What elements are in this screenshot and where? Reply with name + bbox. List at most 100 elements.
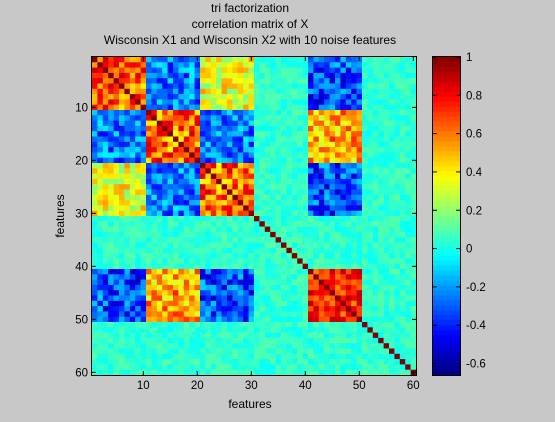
- heatmap-cell: [318, 72, 325, 79]
- heatmap-cell: [221, 253, 228, 259]
- heatmap-cell: [92, 348, 98, 355]
- heatmap-cell: [113, 184, 120, 190]
- heatmap-cell: [129, 269, 136, 275]
- heatmap-cell: [275, 231, 282, 238]
- heatmap-cell: [313, 295, 320, 302]
- heatmap-cell: [281, 141, 287, 148]
- heatmap-cell: [399, 348, 406, 355]
- heatmap-cell: [119, 242, 125, 249]
- heatmap-cell: [97, 104, 104, 111]
- heatmap-cell: [102, 242, 109, 249]
- heatmap-cell: [286, 311, 293, 317]
- heatmap-cell: [189, 157, 195, 164]
- heatmap-cell: [200, 83, 206, 90]
- heatmap-cell: [372, 274, 379, 280]
- heatmap-cell: [308, 295, 314, 302]
- heatmap-cell: [167, 205, 174, 211]
- heatmap-cell: [259, 83, 266, 90]
- heatmap-cell: [216, 237, 222, 243]
- heatmap-cell: [335, 290, 341, 296]
- heatmap-cell: [146, 269, 152, 275]
- heatmap-cell: [227, 369, 233, 376]
- heatmap-cell: [302, 168, 309, 174]
- heatmap-cell: [313, 67, 320, 74]
- colorbar-band: [433, 191, 460, 197]
- heatmap-cell: [286, 332, 293, 339]
- heatmap-cell: [254, 163, 260, 169]
- heatmap-cell: [102, 337, 109, 344]
- heatmap-cell: [124, 327, 131, 333]
- heatmap-cell: [227, 173, 233, 180]
- heatmap-cell: [102, 152, 109, 158]
- heatmap-cell: [318, 110, 325, 116]
- heatmap-cell: [102, 311, 109, 317]
- colorbar-band: [433, 136, 460, 142]
- heatmap-cell: [345, 306, 352, 312]
- heatmap-cell: [108, 200, 114, 206]
- heatmap-cell: [351, 173, 357, 180]
- heatmap-cell: [264, 359, 271, 365]
- heatmap-cell: [329, 168, 336, 174]
- heatmap-cell: [281, 348, 287, 355]
- heatmap-cell: [135, 247, 141, 254]
- heatmap-cell: [129, 141, 136, 148]
- heatmap-cell: [167, 221, 174, 227]
- heatmap-cell: [237, 173, 244, 180]
- heatmap-cell: [135, 57, 141, 63]
- heatmap-cell: [389, 168, 395, 174]
- heatmap-cell: [156, 322, 163, 328]
- heatmap-cell: [140, 221, 147, 227]
- heatmap-cell: [286, 343, 293, 349]
- heatmap-cell: [205, 104, 212, 111]
- heatmap-cell: [151, 284, 158, 291]
- heatmap-cell: [232, 364, 239, 370]
- heatmap-cell: [340, 258, 347, 264]
- heatmap-cell: [367, 284, 374, 291]
- heatmap-cell: [291, 110, 298, 116]
- heatmap-cell: [232, 110, 239, 116]
- heatmap-cell: [356, 125, 363, 132]
- heatmap-cell: [308, 353, 314, 360]
- heatmap-cell: [302, 120, 309, 127]
- heatmap-cell: [167, 226, 174, 233]
- heatmap-cell: [297, 152, 303, 158]
- heatmap-cell: [113, 57, 120, 63]
- heatmap-cell: [248, 332, 255, 339]
- heatmap-cell: [405, 332, 411, 339]
- heatmap-cell: [394, 353, 401, 360]
- heatmap-cell: [275, 216, 282, 222]
- heatmap-cell: [329, 152, 336, 158]
- heatmap-cell: [97, 295, 104, 302]
- heatmap-cell: [167, 88, 174, 95]
- heatmap-cell: [200, 104, 206, 111]
- heatmap-cell: [329, 163, 336, 169]
- heatmap-cell: [119, 200, 125, 206]
- heatmap-cell: [194, 258, 201, 264]
- heatmap-cell: [227, 247, 233, 254]
- heatmap-cell: [210, 104, 217, 111]
- heatmap-cell: [308, 200, 314, 206]
- heatmap-cell: [167, 300, 174, 307]
- heatmap-cell: [162, 300, 168, 307]
- heatmap-cell: [308, 226, 314, 233]
- heatmap-cell: [156, 194, 163, 201]
- heatmap-cell: [97, 237, 104, 243]
- heatmap-cell: [324, 141, 330, 148]
- heatmap-cell: [372, 110, 379, 116]
- heatmap-cell: [124, 157, 131, 164]
- heatmap-cell: [394, 67, 401, 74]
- heatmap-cell: [378, 115, 384, 121]
- heatmap-cell: [410, 348, 417, 355]
- heatmap-cell: [399, 300, 406, 307]
- heatmap-cell: [108, 152, 114, 158]
- heatmap-cell: [351, 115, 357, 121]
- heatmap-cell: [259, 247, 266, 254]
- heatmap-cell: [291, 279, 298, 286]
- heatmap-cell: [102, 279, 109, 286]
- heatmap-cell: [399, 210, 406, 217]
- heatmap-cell: [394, 194, 401, 201]
- heatmap-cell: [194, 115, 201, 121]
- heatmap-cell: [345, 237, 352, 243]
- heatmap-cell: [302, 311, 309, 317]
- heatmap-cell: [124, 337, 131, 344]
